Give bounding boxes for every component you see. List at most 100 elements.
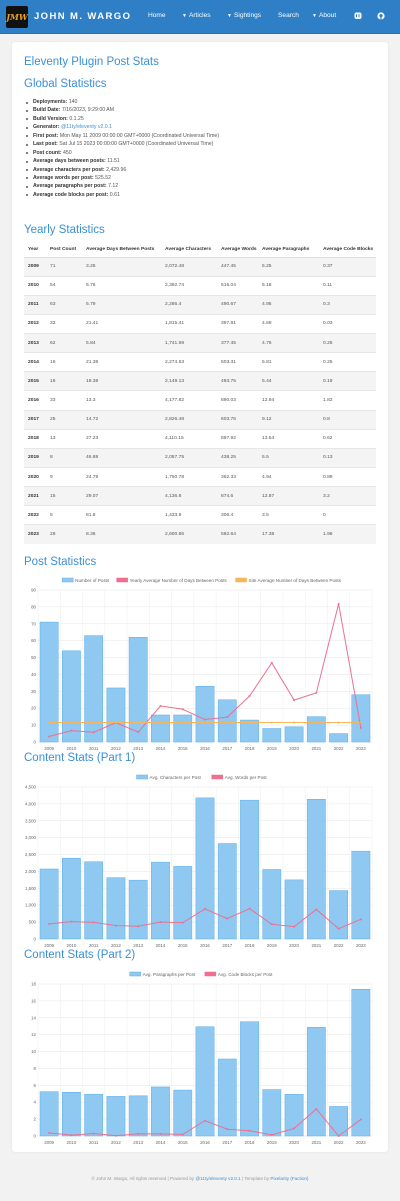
table-cell: 13 [46,428,82,449]
line-point [337,1135,340,1137]
y-tick-label: 2,500 [25,852,37,857]
table-cell: 362.33 [217,467,258,487]
line-point [315,1107,318,1110]
legend-label: Site Average Number of Days Between Post… [249,578,342,583]
table-cell: 2009 [24,256,46,277]
line-point [48,735,51,738]
footer-template-link[interactable]: Pixelarity (Faction) [270,1176,309,1181]
line-point [137,1132,140,1135]
y-tick-label: 10 [31,1049,36,1054]
line-point [70,721,73,724]
y-tick-label: 16 [31,998,36,1003]
stat-label: Build Version: [33,115,68,122]
logo-text: JMW [6,12,28,22]
table-cell: 3.5 [258,505,319,525]
table-row: 2011 63 5.79 2,286.4 490.67 4.95 0.3 [24,294,376,315]
list-item: Average paragraphs per post: 7.12 [26,182,219,190]
table-cell: 1,741.69 [161,333,217,353]
table-cell: 0.26 [319,333,376,353]
legend-swatch [235,577,247,583]
github-icon[interactable] [376,11,386,21]
line-point [315,691,318,694]
table-cell: 2020 [24,467,46,487]
line-point [315,721,318,724]
bar [329,733,348,743]
generator-link[interactable]: @11ty/eleventy v2.0.1 [60,124,113,131]
column-header: Average Code Blocks [319,243,376,258]
bar [351,850,371,940]
line-point [315,908,318,911]
mastodon-icon[interactable] [353,11,363,21]
table-cell: 0 [319,505,376,525]
nav-about[interactable]: ▼ About [312,12,336,19]
x-tick-label: 2018 [245,943,255,948]
bar [195,686,215,743]
line-point [159,920,162,923]
line-point [48,922,51,925]
x-tick-label: 2015 [178,746,188,751]
x-tick-label: 2013 [133,1140,143,1145]
y-tick-label: 6 [34,1083,37,1088]
table-cell: 490.67 [217,294,258,315]
list-item: Average days between posts: 11.51 [26,157,219,165]
table-cell: 1,815.41 [161,313,217,334]
nav-search[interactable]: Search [278,12,299,19]
table-cell: 8.36 [82,524,161,545]
bar [262,869,282,940]
table-cell: 0.13 [319,447,376,468]
table-cell: 890.03 [217,390,258,411]
bar [329,890,348,940]
table-cell: 503.31 [217,352,258,372]
legend-swatch [211,774,223,780]
table-cell: 0.62 [319,428,376,449]
y-tick-label: 0 [34,1134,37,1139]
line-point [137,925,140,928]
table-cell: 0.37 [319,256,376,277]
bar [151,1086,170,1137]
nav-sightings[interactable]: ▼ Sightings [227,12,261,19]
legend-label: Avg. Words per Post [225,775,268,780]
footer-eleventy-link[interactable]: @11ty/eleventy v2.0.1 [195,1176,241,1181]
bar [62,650,81,743]
table-cell: 33 [46,390,82,411]
site-logo[interactable]: JMW [6,6,28,28]
bar [173,866,193,940]
y-tick-label: 500 [29,920,37,925]
table-cell: 897.92 [217,428,258,449]
y-tick-label: 80 [31,604,36,609]
site-brand[interactable]: JOHN M. WARGO [34,11,132,22]
table-row: 2014 16 21.38 2,274.63 503.31 5.81 0.25 [24,352,376,372]
list-item: Build Date: 7/16/2023, 9:29:00 AM [26,106,219,114]
stat-label: Average code blocks per post: [33,191,109,198]
nav-articles[interactable]: ▼ Articles [182,12,211,19]
line-point [70,920,73,923]
bar [195,1026,215,1137]
list-item: Average words per post: 525.52 [26,174,219,182]
line-point [293,1127,296,1130]
legend-label: Avg. Characters per Post [150,775,202,780]
chevron-down-icon: ▼ [182,13,187,19]
line-point [181,721,184,724]
stat-label: Post count: [33,149,62,156]
line-point [359,721,362,724]
y-tick-label: 1,000 [25,903,37,908]
nav-home[interactable]: Home [148,12,166,19]
table-cell: 2010 [24,275,46,296]
y-tick-label: 0 [34,740,37,745]
legend-label: Avg. Paragraphs per Post [143,972,196,977]
table-cell: 9 [46,467,82,487]
table-cell: 306.4 [217,505,258,525]
x-tick-label: 2016 [200,943,210,948]
bar [106,877,126,940]
line-point [204,721,206,724]
table-row: 2022 5 81.8 1,433.8 306.4 3.5 0 [24,505,376,525]
content-stats-part1-heading: Content Stats (Part 1) [24,752,136,764]
x-tick-label: 2011 [89,746,99,751]
table-row: 2009 71 3.25 2,072.48 447.45 5.25 0.37 [24,256,376,277]
table-cell: 4,110.15 [161,428,217,449]
table-row: 2020 9 24.78 1,750.78 362.33 4.94 0.89 [24,467,376,487]
column-header: Post Count [46,243,82,258]
stat-label: First post: [33,132,59,139]
table-cell: 4,136.8 [161,486,217,506]
y-tick-label: 50 [31,655,36,660]
